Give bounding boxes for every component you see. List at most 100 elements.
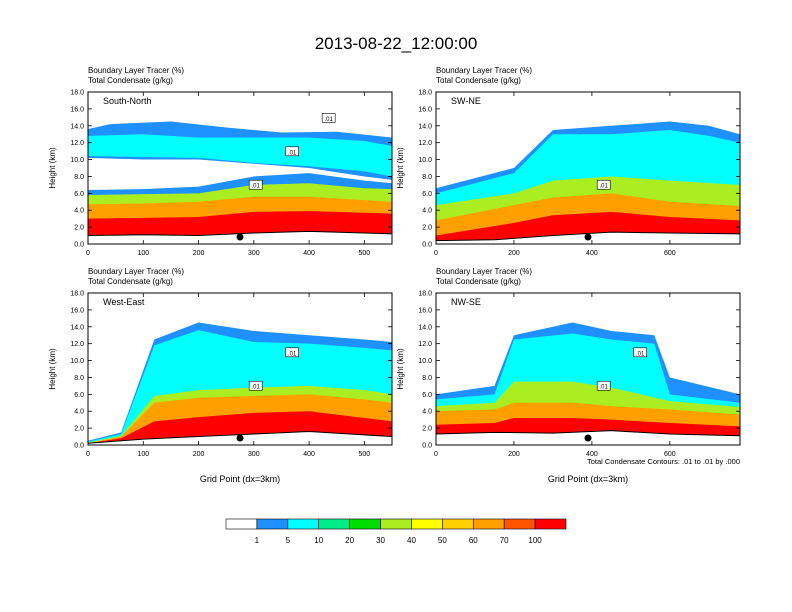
x-tick-label: 200 (508, 451, 520, 458)
y-ticks: 0.0 2.0 4.0 6.0 8.0 10.0 12.0 14.0 16.0 18.0 (70, 291, 392, 450)
panel-subtitle: Total Condensate (g/kg) (88, 277, 173, 286)
colorbar-label: 100 (528, 536, 542, 545)
plot-frame (435, 292, 741, 446)
colorbar-swatch (442, 518, 474, 530)
x-tick-label: 400 (303, 451, 315, 458)
x-axis-label: Grid Point (dx=3km) (548, 474, 628, 484)
panel-west-east: .01 .01 0 100 200 300 400 500 0.0 2.0 4.0 6.0 8.0 10.… (48, 267, 393, 484)
svg-text:.01: .01 (636, 351, 645, 357)
y-tick-label: 14.0 (70, 123, 84, 130)
panel-label: South-North (103, 96, 152, 106)
y-tick-label: 2.0 (422, 426, 432, 433)
y-tick-label: 18.0 (70, 90, 84, 97)
y-ticks: 0.0 2.0 4.0 6.0 8.0 10.0 12.0 14.0 16.0 18.0 (70, 90, 392, 249)
panel-label: NW-SE (451, 297, 481, 307)
panel-subtitle: Total Condensate (g/kg) (436, 277, 521, 286)
colorbar-label: 50 (438, 536, 447, 545)
layer-100 (436, 417, 740, 436)
panel-subtitle: Total Condensate (g/kg) (436, 76, 521, 85)
x-tick-label: 500 (359, 250, 371, 257)
svg-text:.01: .01 (288, 351, 297, 357)
colorbar-swatch (380, 518, 412, 530)
y-tick-label: 2.0 (422, 225, 432, 232)
figure-title: 2013-08-22_12:00:00 (315, 34, 478, 53)
colorbar-label: 5 (286, 536, 291, 545)
location-marker (236, 434, 244, 442)
y-tick-label: 6.0 (74, 392, 84, 399)
y-tick-label: 8.0 (74, 375, 84, 382)
x-tick-label: 200 (508, 250, 520, 257)
y-tick-label: 8.0 (422, 375, 432, 382)
colorbar-swatch (318, 518, 350, 530)
y-ticks: 0.0 2.0 4.0 6.0 8.0 10.0 12.0 14.0 16.0 18.0 (418, 90, 740, 249)
colorbar-label: 20 (345, 536, 354, 545)
contour-label: .01 (248, 380, 263, 391)
x-tick-label: 100 (137, 451, 149, 458)
plot-frame (87, 292, 393, 446)
panel-subtitle: Total Condensate (g/kg) (88, 76, 173, 85)
y-tick-label: 12.0 (70, 341, 84, 348)
x-tick-label: 200 (193, 250, 205, 257)
colorbar-swatch (256, 518, 289, 530)
y-tick-label: 8.0 (422, 174, 432, 181)
contour-label: .01 (248, 179, 263, 190)
x-tick-label: 500 (359, 451, 371, 458)
x-tick-label: 400 (586, 451, 598, 458)
contour-label: .01 (596, 380, 611, 391)
contour-label: .01 (321, 113, 336, 123)
contour-label: .01 (285, 347, 299, 357)
colorbar-swatch (534, 518, 567, 530)
colorbar-swatch (349, 518, 381, 530)
contour-label: .01 (285, 146, 299, 156)
x-tick-label: 0 (86, 250, 90, 257)
location-marker (236, 233, 244, 241)
contour-label: .01 (596, 179, 611, 190)
panel-subtitle: Boundary Layer Tracer (%) (436, 267, 532, 276)
y-tick-label: 6.0 (422, 191, 432, 198)
y-tick-label: 18.0 (70, 291, 84, 298)
terrain-line (436, 231, 740, 242)
y-tick-label: 8.0 (74, 174, 84, 181)
y-tick-label: 12.0 (418, 341, 432, 348)
svg-text:.01: .01 (252, 385, 261, 391)
y-tick-label: 6.0 (74, 191, 84, 198)
svg-text:.01: .01 (600, 184, 609, 190)
y-axis-label: Height (km) (48, 147, 57, 189)
colorbar-label: 70 (500, 536, 509, 545)
x-ticks: 0 200 400 600 (434, 293, 676, 458)
svg-text:.01: .01 (600, 385, 609, 391)
panels: .01 .01 .01 0 100 200 300 400 500 0.0 2.0 4.0 6.0 8.0… (48, 66, 741, 484)
colorbar-label: 1 (255, 536, 260, 545)
plot-area: .01 (436, 121, 740, 244)
plot-frame (87, 91, 393, 245)
x-ticks: 0 200 400 600 (434, 92, 676, 257)
y-tick-label: 14.0 (418, 324, 432, 331)
panel-subtitle: Boundary Layer Tracer (%) (436, 66, 532, 75)
terrain-line (88, 230, 392, 237)
location-marker (584, 434, 592, 442)
plot-area: .01 .01 (436, 322, 740, 445)
panel-label: West-East (103, 297, 145, 307)
y-tick-label: 4.0 (422, 409, 432, 416)
y-tick-label: 2.0 (74, 426, 84, 433)
colorbar-swatch (472, 518, 505, 530)
x-tick-label: 0 (86, 451, 90, 458)
y-tick-label: 4.0 (74, 208, 84, 215)
y-tick-label: 0.0 (422, 242, 432, 249)
x-tick-label: 100 (137, 250, 149, 257)
x-tick-label: 400 (586, 250, 598, 257)
y-tick-label: 0.0 (74, 443, 84, 450)
x-ticks: 0 100 200 300 400 500 (86, 92, 370, 257)
layer-100 (88, 211, 392, 236)
location-marker (584, 233, 592, 241)
terrain-line (436, 430, 740, 437)
y-tick-label: 16.0 (418, 307, 432, 314)
y-tick-label: 14.0 (70, 324, 84, 331)
y-tick-label: 18.0 (418, 291, 432, 298)
terrain-line (88, 430, 392, 444)
contour-label: .01 (633, 347, 647, 357)
y-tick-label: 14.0 (418, 123, 432, 130)
layer-10-20 (88, 134, 392, 177)
x-tick-label: 600 (664, 451, 676, 458)
